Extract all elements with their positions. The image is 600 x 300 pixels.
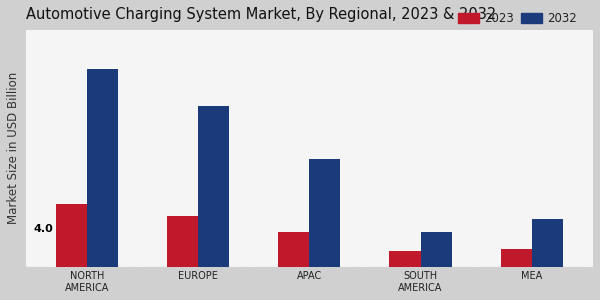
Text: Automotive Charging System Market, By Regional, 2023 & 2032: Automotive Charging System Market, By Re…: [26, 7, 496, 22]
Bar: [309, 159, 340, 267]
Bar: [87, 70, 118, 267]
Bar: [167, 216, 198, 267]
Bar: [389, 251, 421, 267]
Bar: [278, 232, 309, 267]
Y-axis label: Market Size in USD Billion: Market Size in USD Billion: [7, 72, 20, 224]
Bar: [198, 106, 229, 267]
Bar: [421, 232, 452, 267]
Bar: [500, 249, 532, 267]
Legend: 2023, 2032: 2023, 2032: [454, 8, 581, 30]
Bar: [532, 219, 563, 267]
Bar: [56, 203, 87, 267]
Text: 4.0: 4.0: [34, 224, 53, 234]
